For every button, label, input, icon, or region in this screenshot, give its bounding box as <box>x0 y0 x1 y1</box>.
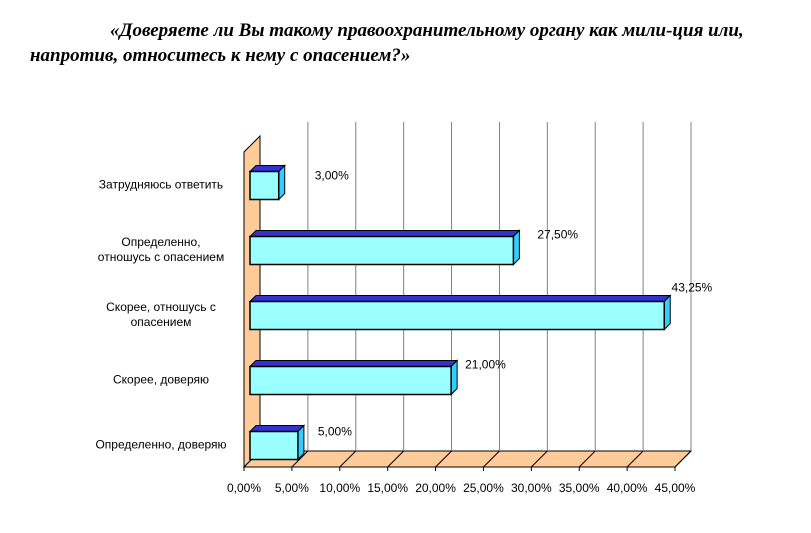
chart-floor <box>242 450 693 468</box>
x-tick-label: 20,00% <box>415 481 456 495</box>
data-label: 21,00% <box>465 358 506 372</box>
x-tick-label: 10,00% <box>319 481 360 495</box>
category-label-line: отношусь с опасением <box>98 250 224 264</box>
data-label: 43,25% <box>672 281 713 295</box>
floor-tick-line <box>626 450 644 468</box>
category-label: Определенно, доверяю <box>95 438 226 452</box>
x-tick-label: 25,00% <box>463 481 504 495</box>
bar <box>249 365 452 396</box>
x-tick-label: 30,00% <box>511 481 552 495</box>
bar-side-face <box>450 359 458 396</box>
bars <box>248 164 672 461</box>
chart-title: «Доверяете ли Вы такому правоохранительн… <box>30 20 744 66</box>
data-label: 5,00% <box>318 425 352 439</box>
category-label: Затрудняюсь ответить <box>99 178 223 192</box>
floor-tick-line <box>339 450 357 468</box>
bar-group <box>248 359 459 396</box>
bar-top-face <box>248 230 521 237</box>
bar <box>249 300 665 331</box>
bar-group <box>248 164 286 201</box>
bar-group <box>248 229 521 266</box>
floor-tick-line <box>530 450 548 468</box>
category-label-line: Скорее, доверяю <box>113 373 209 387</box>
labels: 0,00% 5,00% 10,00% 15,00% 20,00% 25,00% 30,00%… <box>95 169 712 496</box>
category-label-line: Определенно, доверяю <box>95 438 226 452</box>
x-tick-label: 15,00% <box>367 481 408 495</box>
bar-top-face <box>248 425 306 432</box>
bar-group <box>248 294 672 331</box>
category-label-line: Определенно, <box>121 235 200 249</box>
bar-side-face <box>663 294 671 331</box>
data-label: 3,00% <box>315 169 349 183</box>
bar <box>249 430 299 461</box>
x-tick-label: 45,00% <box>655 481 696 495</box>
floor-tick-line <box>435 450 452 468</box>
x-tick-label: 5,00% <box>275 481 309 495</box>
category-label: Скорее, доверяю <box>113 373 209 387</box>
category-label-line: Скорее, отношусь с <box>106 300 216 314</box>
x-tick-label: 40,00% <box>607 481 648 495</box>
bar-top-face <box>248 360 459 367</box>
floor-tick-line <box>387 450 405 468</box>
category-label-line: опасением <box>131 315 192 329</box>
floor-tick-line <box>291 450 309 468</box>
category-label: Определенно, отношусь с опасением <box>98 235 224 264</box>
bar-side-face <box>297 424 305 461</box>
floor-tick-line <box>483 450 500 468</box>
category-label: Скорее, отношусь с опасением <box>106 300 216 329</box>
x-tick-label: 35,00% <box>559 481 600 495</box>
bar-group <box>248 424 306 461</box>
floor-tick-line <box>578 450 596 468</box>
bar-side-face <box>278 164 286 201</box>
data-label: 27,50% <box>537 228 578 242</box>
x-tick-label: 0,00% <box>227 481 261 495</box>
gridlines <box>243 122 692 471</box>
floor-tick-line <box>674 450 692 468</box>
bar-side-face <box>512 229 520 266</box>
category-label-line: Затрудняюсь ответить <box>99 178 223 192</box>
bar <box>249 170 280 201</box>
bar-top-face <box>248 295 672 302</box>
bar <box>249 235 515 266</box>
